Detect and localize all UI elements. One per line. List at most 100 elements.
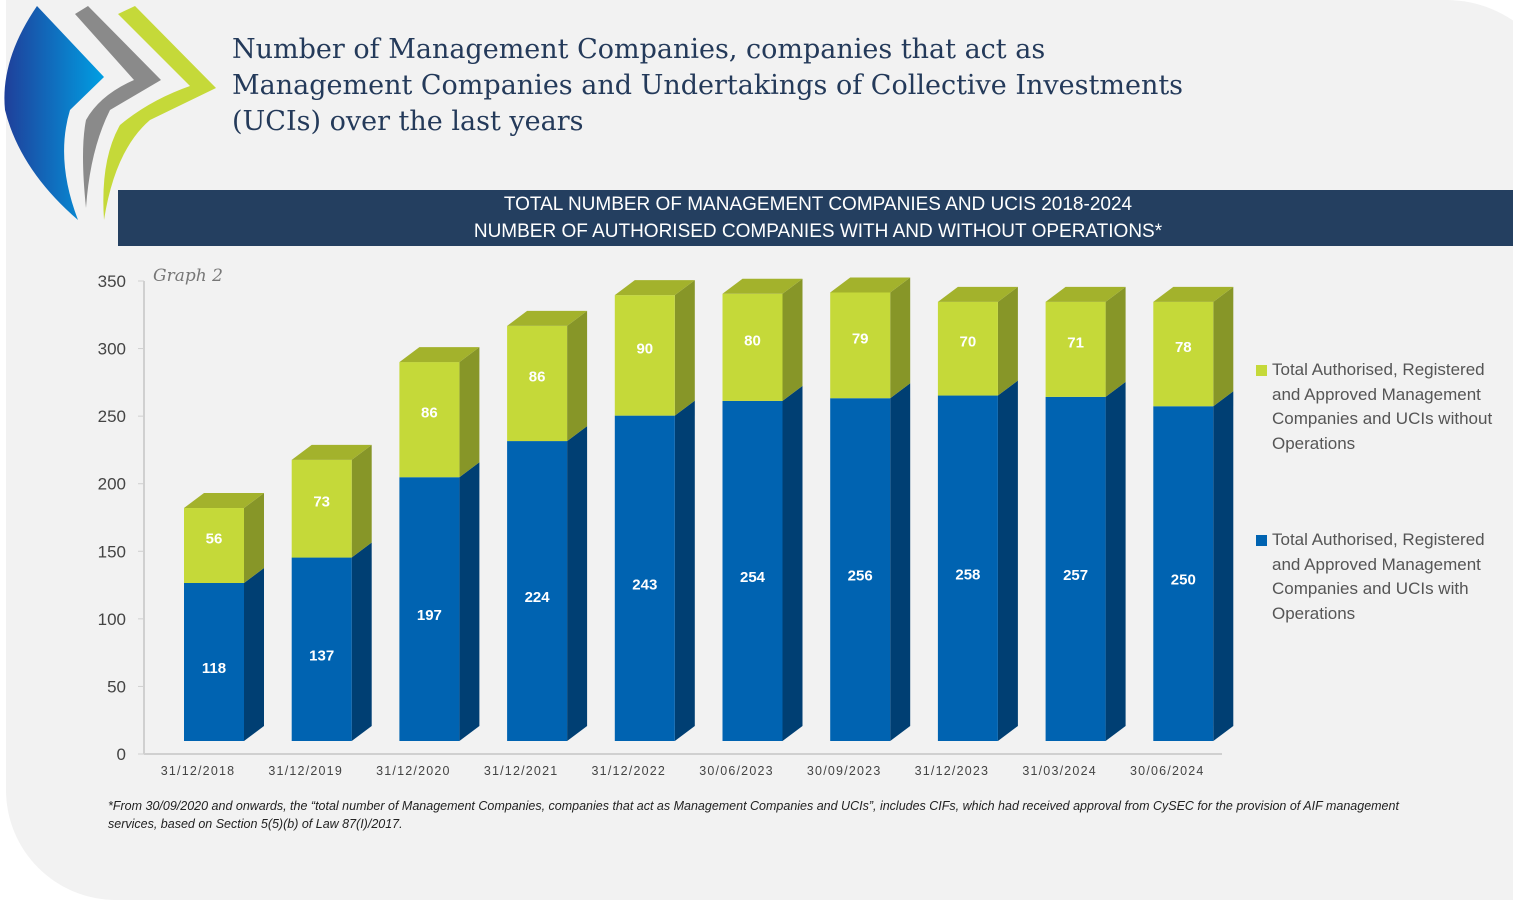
y-tick-label: 50 [107, 677, 126, 696]
bar-segment [614, 415, 675, 741]
legend-item-without-operations: Total Authorised, Registered and Approve… [1256, 358, 1511, 456]
bar-top [722, 278, 803, 294]
x-tick-label: 31/12/2019 [268, 764, 343, 778]
banner-line-1: TOTAL NUMBER OF MANAGEMENT COMPANIES AND… [503, 194, 1133, 215]
bar-side [997, 380, 1018, 741]
bar-side [459, 462, 480, 741]
bar-segment [291, 459, 352, 558]
bar-top [1045, 286, 1126, 302]
bar-segment [184, 583, 244, 741]
bar-top [614, 280, 695, 296]
cysec-logo [4, 6, 216, 220]
bar-segment [830, 292, 891, 399]
data-label: 70 [960, 334, 977, 351]
data-label: 224 [525, 589, 551, 606]
bar-side [782, 385, 803, 741]
data-label: 73 [313, 494, 330, 511]
banner-line-2: NUMBER OF AUTHORISED COMPANIES WITH AND … [473, 221, 1163, 242]
legend-swatch [1256, 535, 1267, 546]
data-label: 137 [309, 647, 334, 664]
bar-segment [291, 557, 352, 741]
bar-top [291, 444, 372, 460]
bar-side [782, 278, 803, 401]
bar-side [997, 286, 1018, 396]
bar-top [937, 286, 1018, 302]
bar-segment [722, 293, 783, 401]
bar-side [351, 444, 372, 558]
data-label: 243 [632, 576, 657, 593]
data-label: 256 [848, 568, 873, 585]
bar-side [351, 542, 372, 741]
data-label: 90 [636, 340, 653, 357]
legend-label: Total Authorised, Registered and Approve… [1272, 530, 1485, 623]
bar-segment [937, 301, 998, 396]
data-label: 257 [1063, 567, 1088, 584]
y-tick-label: 300 [98, 340, 126, 359]
bar-segment [830, 398, 891, 741]
bar-top [507, 310, 588, 326]
bar-side [674, 280, 695, 416]
bar-segment [1153, 301, 1214, 407]
bar-segment [1153, 406, 1214, 741]
bar-segment [1045, 396, 1106, 741]
legend-item-with-operations: Total Authorised, Registered and Approve… [1256, 528, 1511, 626]
bar-side [1213, 286, 1234, 407]
bar-segment [507, 441, 568, 741]
data-label: 254 [740, 569, 766, 586]
bar-segment [937, 395, 998, 741]
data-label: 78 [1175, 339, 1192, 356]
bar-segment [184, 508, 244, 583]
x-tick-label: 30/06/2024 [1130, 764, 1205, 778]
bar-side [1105, 286, 1126, 397]
x-tick-label: 31/12/2020 [376, 764, 451, 778]
legend-swatch [1256, 365, 1267, 376]
data-label: 250 [1171, 572, 1196, 589]
footnote: *From 30/09/2020 and onwards, the “total… [108, 799, 1399, 831]
bar-side [890, 277, 911, 399]
data-label: 56 [206, 531, 223, 548]
bar-side [1105, 381, 1126, 741]
x-tick-label: 30/06/2023 [699, 764, 774, 778]
data-label: 197 [417, 607, 442, 624]
legend-label: Total Authorised, Registered and Approve… [1272, 360, 1493, 453]
y-tick-label: 350 [98, 272, 126, 291]
bar-top [1153, 286, 1234, 302]
y-tick-label: 100 [98, 610, 126, 629]
bar-segment [399, 477, 460, 741]
graph-label: Graph 2 [153, 266, 223, 286]
bar-side [890, 383, 911, 741]
bar-side [459, 347, 480, 478]
bar-side [244, 493, 264, 583]
bar-side [674, 400, 695, 741]
bar-side [567, 310, 588, 442]
bar-segment [1045, 301, 1106, 397]
chart-banner: TOTAL NUMBER OF MANAGEMENT COMPANIES AND… [118, 190, 1513, 246]
bar-side [244, 568, 264, 741]
y-tick-label: 150 [98, 542, 126, 561]
bar-segment [507, 325, 568, 442]
y-tick-label: 0 [117, 745, 126, 764]
data-label: 86 [421, 405, 438, 422]
x-tick-label: 31/12/2018 [161, 764, 236, 778]
data-label: 118 [202, 660, 226, 677]
data-label: 79 [852, 330, 869, 347]
data-label: 258 [955, 566, 980, 583]
bar-side [1213, 391, 1234, 741]
y-tick-label: 250 [98, 407, 126, 426]
bar-top [184, 493, 264, 509]
x-tick-label: 31/12/2021 [484, 764, 559, 778]
data-label: 86 [529, 368, 546, 385]
bar-side [567, 426, 588, 741]
x-tick-label: 30/09/2023 [807, 764, 882, 778]
y-tick-label: 200 [98, 475, 126, 494]
bar-top [830, 277, 911, 293]
x-tick-label: 31/12/2022 [592, 764, 667, 778]
bar-segment [614, 295, 675, 416]
x-tick-label: 31/12/2023 [915, 764, 990, 778]
page-title: Number of Management Companies, companie… [232, 34, 1184, 137]
bar-chart: 0 50 100 150 200 250 300 350 118 56 31/12/2018 137 7… [98, 272, 1234, 778]
data-label: 80 [744, 332, 761, 349]
bar-segment [722, 400, 783, 741]
x-tick-label: 31/03/2024 [1022, 764, 1097, 778]
data-label: 71 [1067, 334, 1084, 351]
